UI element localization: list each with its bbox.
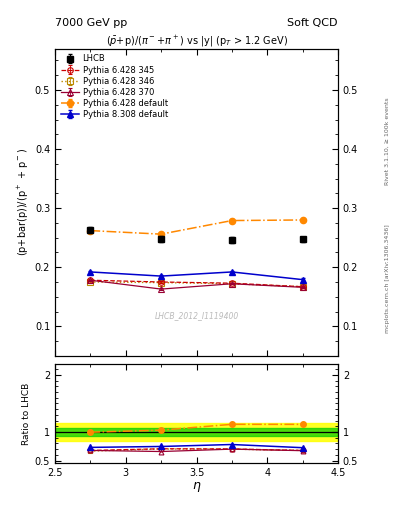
Text: Rivet 3.1.10, ≥ 100k events: Rivet 3.1.10, ≥ 100k events	[385, 97, 389, 185]
Bar	[55, 428, 338, 436]
Legend: LHCB, Pythia 6.428 345, Pythia 6.428 346, Pythia 6.428 370, Pythia 6.428 default: LHCB, Pythia 6.428 345, Pythia 6.428 346…	[58, 52, 170, 121]
Text: LHCB_2012_I1119400: LHCB_2012_I1119400	[154, 311, 239, 321]
Title: $(\bar{p}$+p)/($\pi^-$+$\pi^+$) vs |y| (p$_T$ > 1.2 GeV): $(\bar{p}$+p)/($\pi^-$+$\pi^+$) vs |y| (…	[105, 34, 288, 49]
Y-axis label: Ratio to LHCB: Ratio to LHCB	[22, 382, 31, 444]
Y-axis label: (p+bar(p))/(p$^+$ + p$^-$): (p+bar(p))/(p$^+$ + p$^-$)	[15, 148, 31, 257]
X-axis label: $\eta$: $\eta$	[192, 480, 201, 494]
Text: 7000 GeV pp: 7000 GeV pp	[55, 18, 127, 28]
Text: mcplots.cern.ch [arXiv:1306.3436]: mcplots.cern.ch [arXiv:1306.3436]	[385, 225, 389, 333]
Bar	[55, 423, 338, 440]
Text: Soft QCD: Soft QCD	[288, 18, 338, 28]
